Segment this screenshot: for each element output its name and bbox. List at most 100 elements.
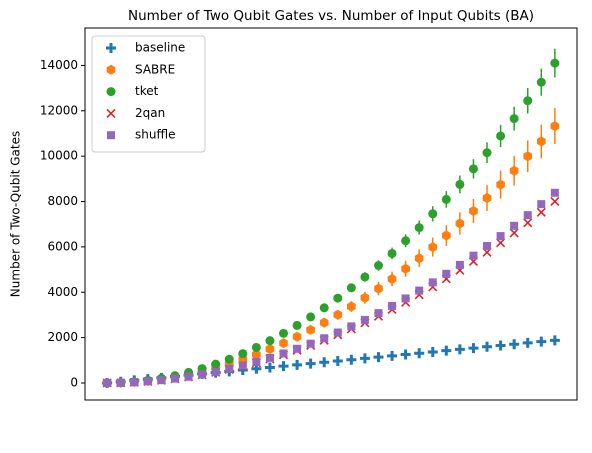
point: [550, 196, 560, 206]
point: [251, 342, 261, 352]
point: [483, 242, 492, 251]
point: [265, 344, 275, 354]
point: [157, 376, 166, 385]
y-tick-label: 6000: [47, 239, 78, 253]
point: [509, 228, 519, 238]
point: [224, 354, 234, 364]
point: [414, 348, 425, 359]
legend-marker: [106, 87, 116, 97]
series: [102, 335, 560, 388]
point: [509, 114, 519, 124]
point: [265, 353, 274, 362]
point: [103, 378, 112, 387]
point: [414, 253, 424, 264]
point: [184, 372, 193, 381]
point: [320, 334, 329, 343]
point: [373, 352, 384, 363]
point: [360, 315, 369, 324]
point: [522, 337, 533, 348]
point: [279, 328, 289, 338]
point: [359, 353, 370, 364]
point: [292, 331, 302, 342]
point: [441, 345, 452, 356]
point: [496, 238, 506, 248]
legend-marker: [106, 43, 116, 53]
point: [292, 359, 303, 370]
point: [550, 121, 560, 132]
point: [482, 148, 492, 158]
point: [428, 209, 438, 219]
y-tick-label: 0: [70, 375, 78, 389]
point: [265, 336, 275, 346]
point: [537, 136, 546, 147]
legend-marker: [106, 108, 116, 118]
legend-label: 2qan: [135, 106, 165, 120]
legend-marker: [106, 64, 116, 75]
point: [130, 378, 139, 387]
y-tick-label: 2000: [47, 330, 78, 344]
legend-label: shuffle: [135, 128, 175, 142]
point: [238, 361, 247, 370]
point: [332, 356, 343, 367]
point: [427, 346, 438, 357]
point: [387, 248, 397, 258]
point: [549, 335, 560, 346]
y-tick-label: 12000: [40, 103, 78, 117]
point: [482, 341, 493, 352]
series: [103, 188, 559, 387]
point: [428, 242, 438, 253]
point: [143, 377, 152, 386]
point: [360, 272, 370, 282]
point: [455, 260, 464, 269]
point: [442, 269, 451, 278]
legend-label: tket: [135, 84, 159, 98]
point: [509, 165, 519, 176]
point: [510, 221, 519, 230]
point: [550, 58, 560, 68]
point: [238, 349, 248, 359]
series: [102, 196, 560, 388]
point: [319, 317, 329, 328]
point: [333, 309, 343, 320]
point: [211, 367, 220, 376]
point: [306, 312, 316, 322]
point: [264, 362, 275, 373]
point: [279, 338, 288, 349]
point: [496, 232, 505, 241]
point: [537, 200, 546, 209]
point: [401, 263, 410, 274]
point: [415, 286, 424, 295]
point: [441, 194, 451, 204]
point: [400, 349, 411, 360]
point: [211, 359, 221, 369]
point: [455, 179, 465, 189]
point: [442, 230, 451, 241]
point: [305, 358, 316, 369]
point: [170, 374, 179, 383]
point: [509, 339, 520, 350]
point: [523, 96, 533, 106]
point: [401, 294, 410, 303]
legend-marker: [107, 131, 115, 140]
y-tick-label: 10000: [40, 149, 78, 163]
point: [550, 188, 559, 197]
point: [346, 354, 357, 365]
point: [306, 324, 315, 335]
point: [387, 350, 398, 361]
point: [401, 236, 411, 246]
point: [468, 164, 478, 174]
legend-box: [91, 35, 206, 153]
point: [374, 283, 383, 294]
point: [292, 320, 302, 330]
y-tick-label: 14000: [40, 58, 78, 72]
point: [279, 349, 288, 358]
point: [346, 283, 356, 293]
plot-frame: [84, 27, 578, 401]
point: [536, 336, 547, 347]
point: [293, 344, 302, 353]
point: [373, 260, 383, 270]
point: [496, 131, 506, 141]
point: [360, 292, 370, 303]
point: [278, 361, 289, 372]
point: [536, 77, 546, 87]
